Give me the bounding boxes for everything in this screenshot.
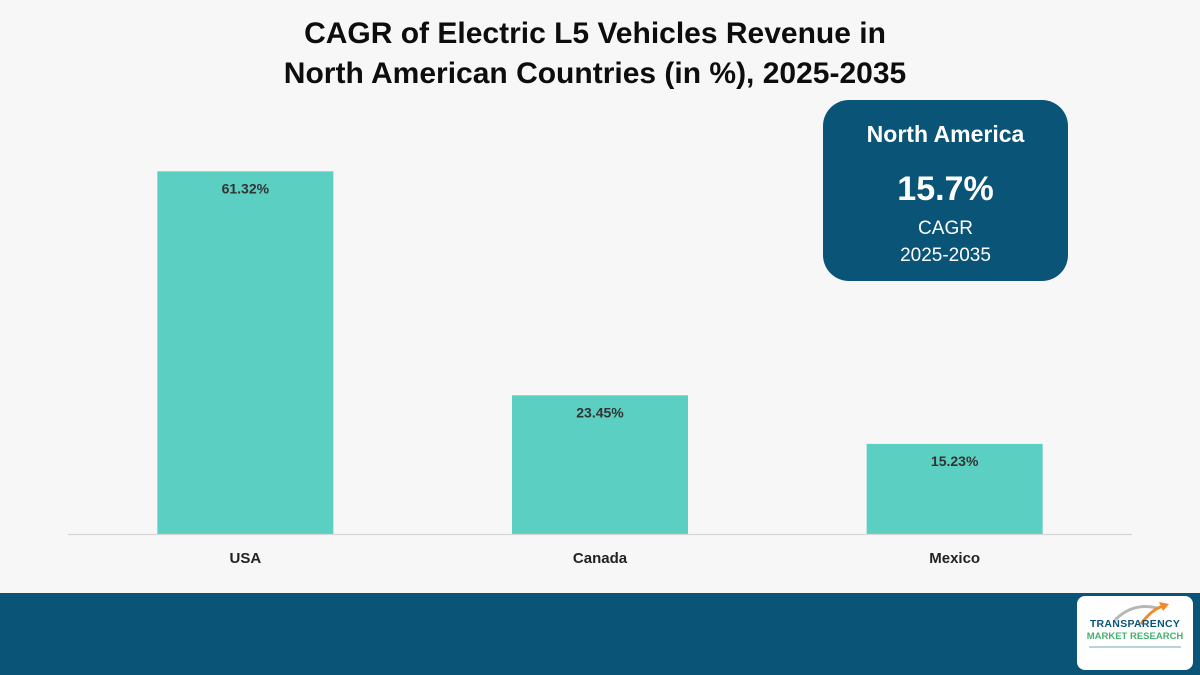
bar-canada: [512, 395, 688, 534]
callout-value: 15.7%: [897, 170, 994, 208]
data-label-usa: 61.32%: [222, 180, 270, 196]
x-tick-label-mexico: Mexico: [929, 550, 980, 567]
logo-divider: [1089, 646, 1181, 648]
chart-title: CAGR of Electric L5 Vehicles Revenue in …: [0, 14, 1190, 94]
cagr-callout: North America 15.7% CAGR 2025-2035: [823, 100, 1068, 281]
logo-swoosh-icon: [1113, 602, 1169, 625]
chart-title-line-2: North American Countries (in %), 2025-20…: [283, 57, 907, 90]
callout-metric: CAGR: [918, 218, 973, 239]
x-tick-label-usa: USA: [229, 550, 261, 567]
bar-usa: [157, 171, 334, 534]
footer-band: [0, 593, 1200, 675]
chart-title-line-1: CAGR of Electric L5 Vehicles Revenue in: [304, 17, 886, 50]
bar-chart: 61.32% USA 23.45% Canada 15.23% Mexico: [68, 171, 1132, 567]
data-label-mexico: 15.23%: [931, 453, 979, 469]
callout-region: North America: [866, 121, 1025, 147]
bar-mexico: [866, 443, 1043, 534]
company-logo[interactable]: TRANSPARENCY MARKET RESEARCH: [1077, 596, 1193, 670]
logo-text-market-research: MARKET RESEARCH: [1086, 631, 1184, 642]
callout-period: 2025-2035: [900, 245, 991, 266]
logo-text-transparency: TRANSPARENCY: [1089, 618, 1181, 630]
x-tick-label-canada: Canada: [573, 550, 628, 567]
data-label-canada: 23.45%: [576, 404, 624, 420]
